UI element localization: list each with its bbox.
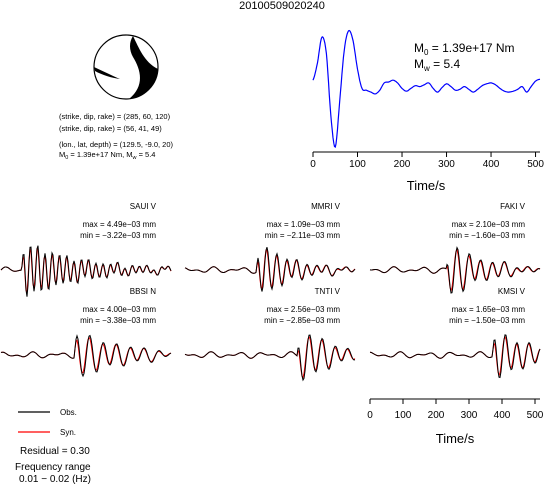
station-panel: BBSI N max = 4.00e−03 mm min = −3.38e−03 m… <box>0 287 172 378</box>
mechanism-line-1: (strike, dip, rake) = (285, 60, 120) <box>59 112 171 121</box>
stf-m0-annotation: M0 = 1.39e+17 Nm <box>414 41 515 57</box>
waveform-x-ticks: 0 100 200 300 400 500 <box>367 399 544 421</box>
station-max: max = 4.49e−03 mm <box>83 220 157 229</box>
mw-text: = 5.4 <box>137 150 156 159</box>
stf-mw-value: = 5.4 <box>430 57 461 71</box>
stf-tick-label: 500 <box>527 159 544 170</box>
observed-waveform <box>0 334 172 378</box>
station-name: TNTI V <box>315 287 341 296</box>
stf-mw-letter: M <box>414 57 424 71</box>
waveform-tick-label: 300 <box>461 410 478 421</box>
frequency-range-value: 0.01 − 0.02 (Hz) <box>19 474 91 485</box>
observed-waveform <box>0 245 172 297</box>
stf-x-label: Time/s <box>407 178 446 193</box>
observed-waveform <box>184 334 356 382</box>
stf-tick-label: 0 <box>310 159 316 170</box>
stf-tick-label: 300 <box>438 159 455 170</box>
station-panel: FAKI V max = 2.10e−03 mm min = −1.60e−03 m… <box>369 202 541 294</box>
beachball-compressional-quadrant <box>129 36 158 99</box>
waveform-tick-label: 500 <box>527 410 544 421</box>
station-min: min = −1.60e−03 mm <box>449 231 525 240</box>
station-max: max = 2.56e−03 mm <box>267 305 341 314</box>
figure-title: 20100509020240 <box>239 0 325 12</box>
synthetic-waveform <box>184 335 356 379</box>
stf-mw-annotation: Mw = 5.4 <box>414 57 460 73</box>
station-min: min = −3.22e−03 mm <box>80 231 156 240</box>
station-max: max = 1.09e−03 mm <box>267 220 341 229</box>
station-name: MMRI V <box>311 202 341 211</box>
stf-tick-label: 200 <box>394 159 411 170</box>
stf-mw-subscript: w <box>423 64 430 73</box>
waveform-tick-label: 0 <box>367 410 373 421</box>
stf-m0-value: = 1.39e+17 Nm <box>428 41 514 55</box>
stf-x-ticks: 0 100 200 300 400 500 <box>310 152 544 170</box>
station-name: BBSI N <box>130 287 156 296</box>
legend-obs-label: Obs. <box>60 408 77 417</box>
stf-tick-label: 400 <box>483 159 500 170</box>
station-max: max = 2.10e−03 mm <box>452 220 526 229</box>
station-panel: KMSI V max = 1.65e−03 mm min = −1.50e−03 m… <box>369 287 541 379</box>
mechanism-line-2: (strike, dip, rake) = (56, 41, 49) <box>59 124 162 133</box>
mechanism-line-3: (lon., lat, depth) = (129.5, -9.0, 20) <box>59 140 174 149</box>
station-panel: MMRI V max = 1.09e−03 mm min = −2.11e−03 m… <box>184 202 356 292</box>
stf-tick-label: 100 <box>349 159 366 170</box>
m0-subscript: 0 <box>65 155 68 161</box>
station-max: max = 4.00e−03 mm <box>83 305 157 314</box>
frequency-range-label: Frequency range <box>15 462 91 473</box>
beachball <box>93 34 159 100</box>
mechanism-moment-line: M0 = 1.39e+17 Nm, Mw = 5.4 <box>59 150 155 161</box>
stf-m0-letter: M <box>414 41 424 55</box>
mw-subscript: w <box>132 155 137 161</box>
station-max: max = 1.65e−03 mm <box>452 305 526 314</box>
station-name: SAUI V <box>130 202 157 211</box>
waveform-tick-label: 200 <box>428 410 445 421</box>
station-min: min = −2.11e−03 mm <box>265 231 341 240</box>
station-name: FAKI V <box>500 202 526 211</box>
beachball-small-quadrant <box>94 67 120 79</box>
waveform-tick-label: 400 <box>494 410 511 421</box>
waveform-x-label: Time/s <box>436 431 475 446</box>
mechanism-text: (strike, dip, rake) = (285, 60, 120) (st… <box>59 112 174 161</box>
station-panel: SAUI V max = 4.49e−03 mm min = −3.22e−03 m… <box>0 202 172 297</box>
observed-waveform <box>369 334 541 379</box>
legend-syn-label: Syn. <box>60 428 76 437</box>
m0-letter: M <box>59 150 65 159</box>
m0-text: = 1.39e+17 Nm, M <box>68 150 132 159</box>
station-name: KMSI V <box>498 287 526 296</box>
waveform-panels: SAUI V max = 4.49e−03 mm min = −3.22e−03 m… <box>0 202 541 382</box>
station-min: min = −2.85e−03 mm <box>264 316 340 325</box>
stf-m0-subscript: 0 <box>424 48 429 57</box>
station-min: min = −3.38e−03 mm <box>80 316 156 325</box>
legend: Obs. Syn. Residual = 0.30 Frequency rang… <box>15 408 91 485</box>
observed-waveform <box>369 246 541 294</box>
waveform-time-axis: 0 100 200 300 400 500 Time/s <box>367 398 544 446</box>
station-panel: TNTI V max = 2.56e−03 mm min = −2.85e−03 m… <box>184 287 356 382</box>
observed-waveform <box>184 247 356 292</box>
synthetic-waveform <box>184 249 356 289</box>
waveform-tick-label: 100 <box>395 410 412 421</box>
residual-label: Residual = 0.30 <box>20 446 90 457</box>
stf-panel: 0 100 200 300 400 500 Time/s M0 = 1.39e+17 Nm… <box>310 29 544 193</box>
stf-series-line <box>312 29 541 148</box>
station-min: min = −1.50e−03 mm <box>449 316 525 325</box>
